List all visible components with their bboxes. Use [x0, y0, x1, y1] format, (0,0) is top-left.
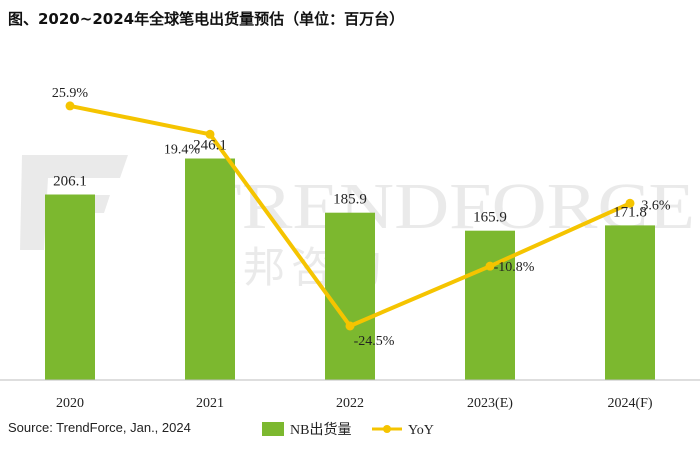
x-tick-label: 2024(F) [607, 396, 652, 411]
bar-value-label: 206.1 [53, 174, 87, 190]
yoy-value-label: -24.5% [354, 334, 395, 349]
bar-2024(F) [605, 225, 655, 380]
yoy-value-label: 25.9% [52, 86, 89, 101]
source-note: Source: TrendForce, Jan., 2024 [8, 420, 191, 435]
bar-value-label: 171.8 [613, 204, 647, 220]
bar-value-label: 185.9 [333, 192, 367, 208]
yoy-value-label: -10.8% [494, 260, 535, 275]
x-tick-label: 2021 [196, 396, 224, 411]
legend-bar-swatch [262, 422, 284, 436]
chart-title: 图、2020~2024年全球笔电出货量预估（单位：百万台） [8, 10, 405, 28]
bar-value-label: 246.1 [193, 138, 227, 154]
bar-2022 [325, 212, 375, 380]
bar-2021 [185, 158, 235, 380]
bar-2023(E) [465, 230, 515, 380]
yoy-point-2022 [345, 321, 355, 331]
x-tick-label: 2023(E) [467, 396, 513, 411]
yoy-point-2023(E) [485, 261, 495, 271]
yoy-value-label: 3.6% [641, 198, 671, 213]
yoy-value-label: 19.4% [164, 142, 201, 157]
legend-line-label: YoY [408, 423, 434, 438]
legend-line-marker [383, 425, 391, 433]
legend-bar-label: NB出货量 [290, 421, 351, 438]
bar-value-label: 165.9 [473, 210, 507, 226]
yoy-point-2024(F) [625, 198, 635, 208]
watermark-mark-icon [20, 155, 128, 250]
yoy-point-2021 [205, 129, 215, 139]
bar-2020 [45, 194, 95, 380]
yoy-point-2020 [65, 101, 75, 111]
x-tick-label: 2022 [336, 396, 364, 411]
x-tick-label: 2020 [56, 396, 84, 411]
